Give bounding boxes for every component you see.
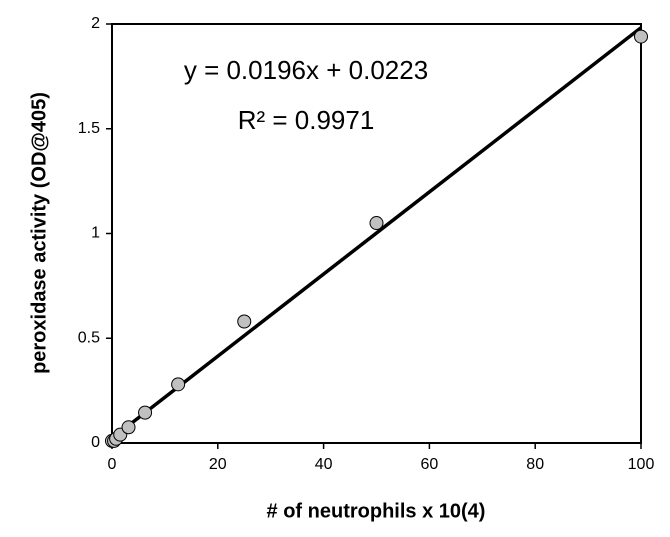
y-tick-label: 2	[91, 15, 100, 32]
data-point	[121, 420, 136, 435]
data-point	[634, 29, 648, 44]
x-tick-label: 40	[315, 456, 333, 473]
equation-label: y = 0.0196x + 0.0223	[184, 55, 428, 85]
data-point	[237, 314, 252, 329]
y-axis-title: peroxidase activity (OD@405)	[28, 92, 50, 374]
y-tick-label: 1	[91, 225, 100, 242]
trendline	[110, 26, 643, 440]
r-squared-label: R² = 0.9971	[238, 105, 375, 135]
x-tick-label: 80	[526, 456, 544, 473]
x-tick-label: 60	[421, 456, 439, 473]
x-tick-label: 100	[628, 456, 655, 473]
data-point	[171, 377, 186, 392]
y-tick-label: 1.5	[78, 120, 100, 137]
data-point	[369, 216, 384, 231]
y-tick-label: 0	[91, 434, 100, 451]
data-point	[138, 405, 153, 420]
x-tick-label: 0	[108, 456, 117, 473]
y-tick-label: 0.5	[78, 329, 100, 346]
x-tick-label: 20	[209, 456, 227, 473]
x-axis-title: # of neutrophils x 10(4)	[267, 500, 486, 522]
